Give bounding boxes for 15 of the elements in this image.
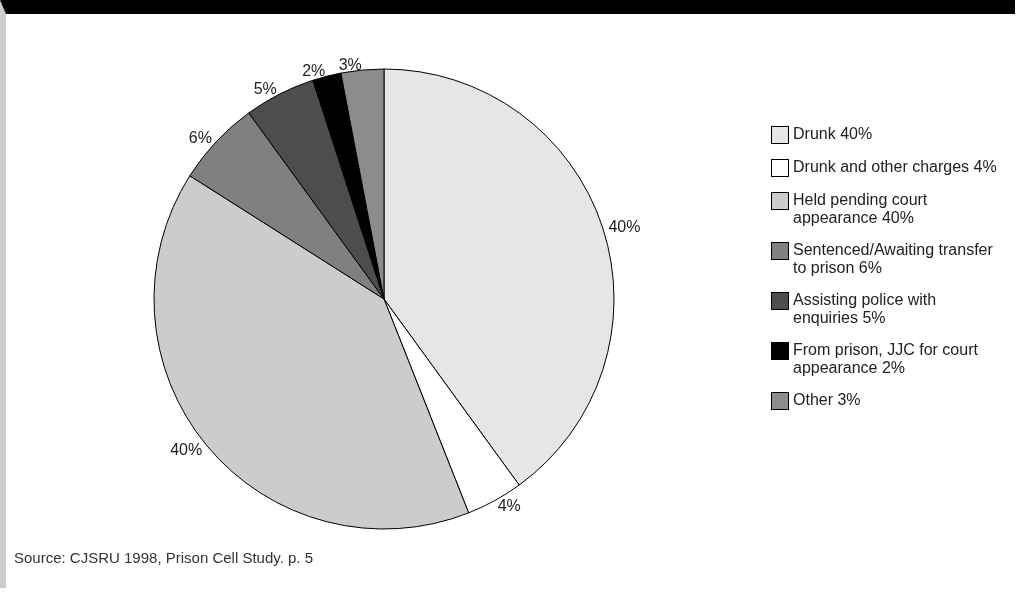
source-note: Source: CJSRU 1998, Prison Cell Study. p. 5 <box>14 549 314 566</box>
data-label: 40% <box>170 441 203 459</box>
data-label: 40% <box>608 217 641 235</box>
data-label: 4% <box>497 497 521 515</box>
legend-label: From prison, JJC for court appearance 2% <box>793 340 979 377</box>
legend-label: Drunk 40% <box>793 124 873 143</box>
data-label: 6% <box>188 129 212 147</box>
data-label: 5% <box>253 80 277 98</box>
legend-label: Assisting police with enquiries 5% <box>793 290 938 327</box>
legend-label: Sentenced/Awaiting transfer to prison 6% <box>793 240 994 277</box>
legend-label: Drunk and other charges 4% <box>793 157 997 176</box>
data-label: 2% <box>302 62 326 80</box>
legend-label: Other 3% <box>793 390 861 409</box>
data-label: 3% <box>338 55 362 73</box>
legend-label: Held pending court appearance 40% <box>793 190 929 227</box>
